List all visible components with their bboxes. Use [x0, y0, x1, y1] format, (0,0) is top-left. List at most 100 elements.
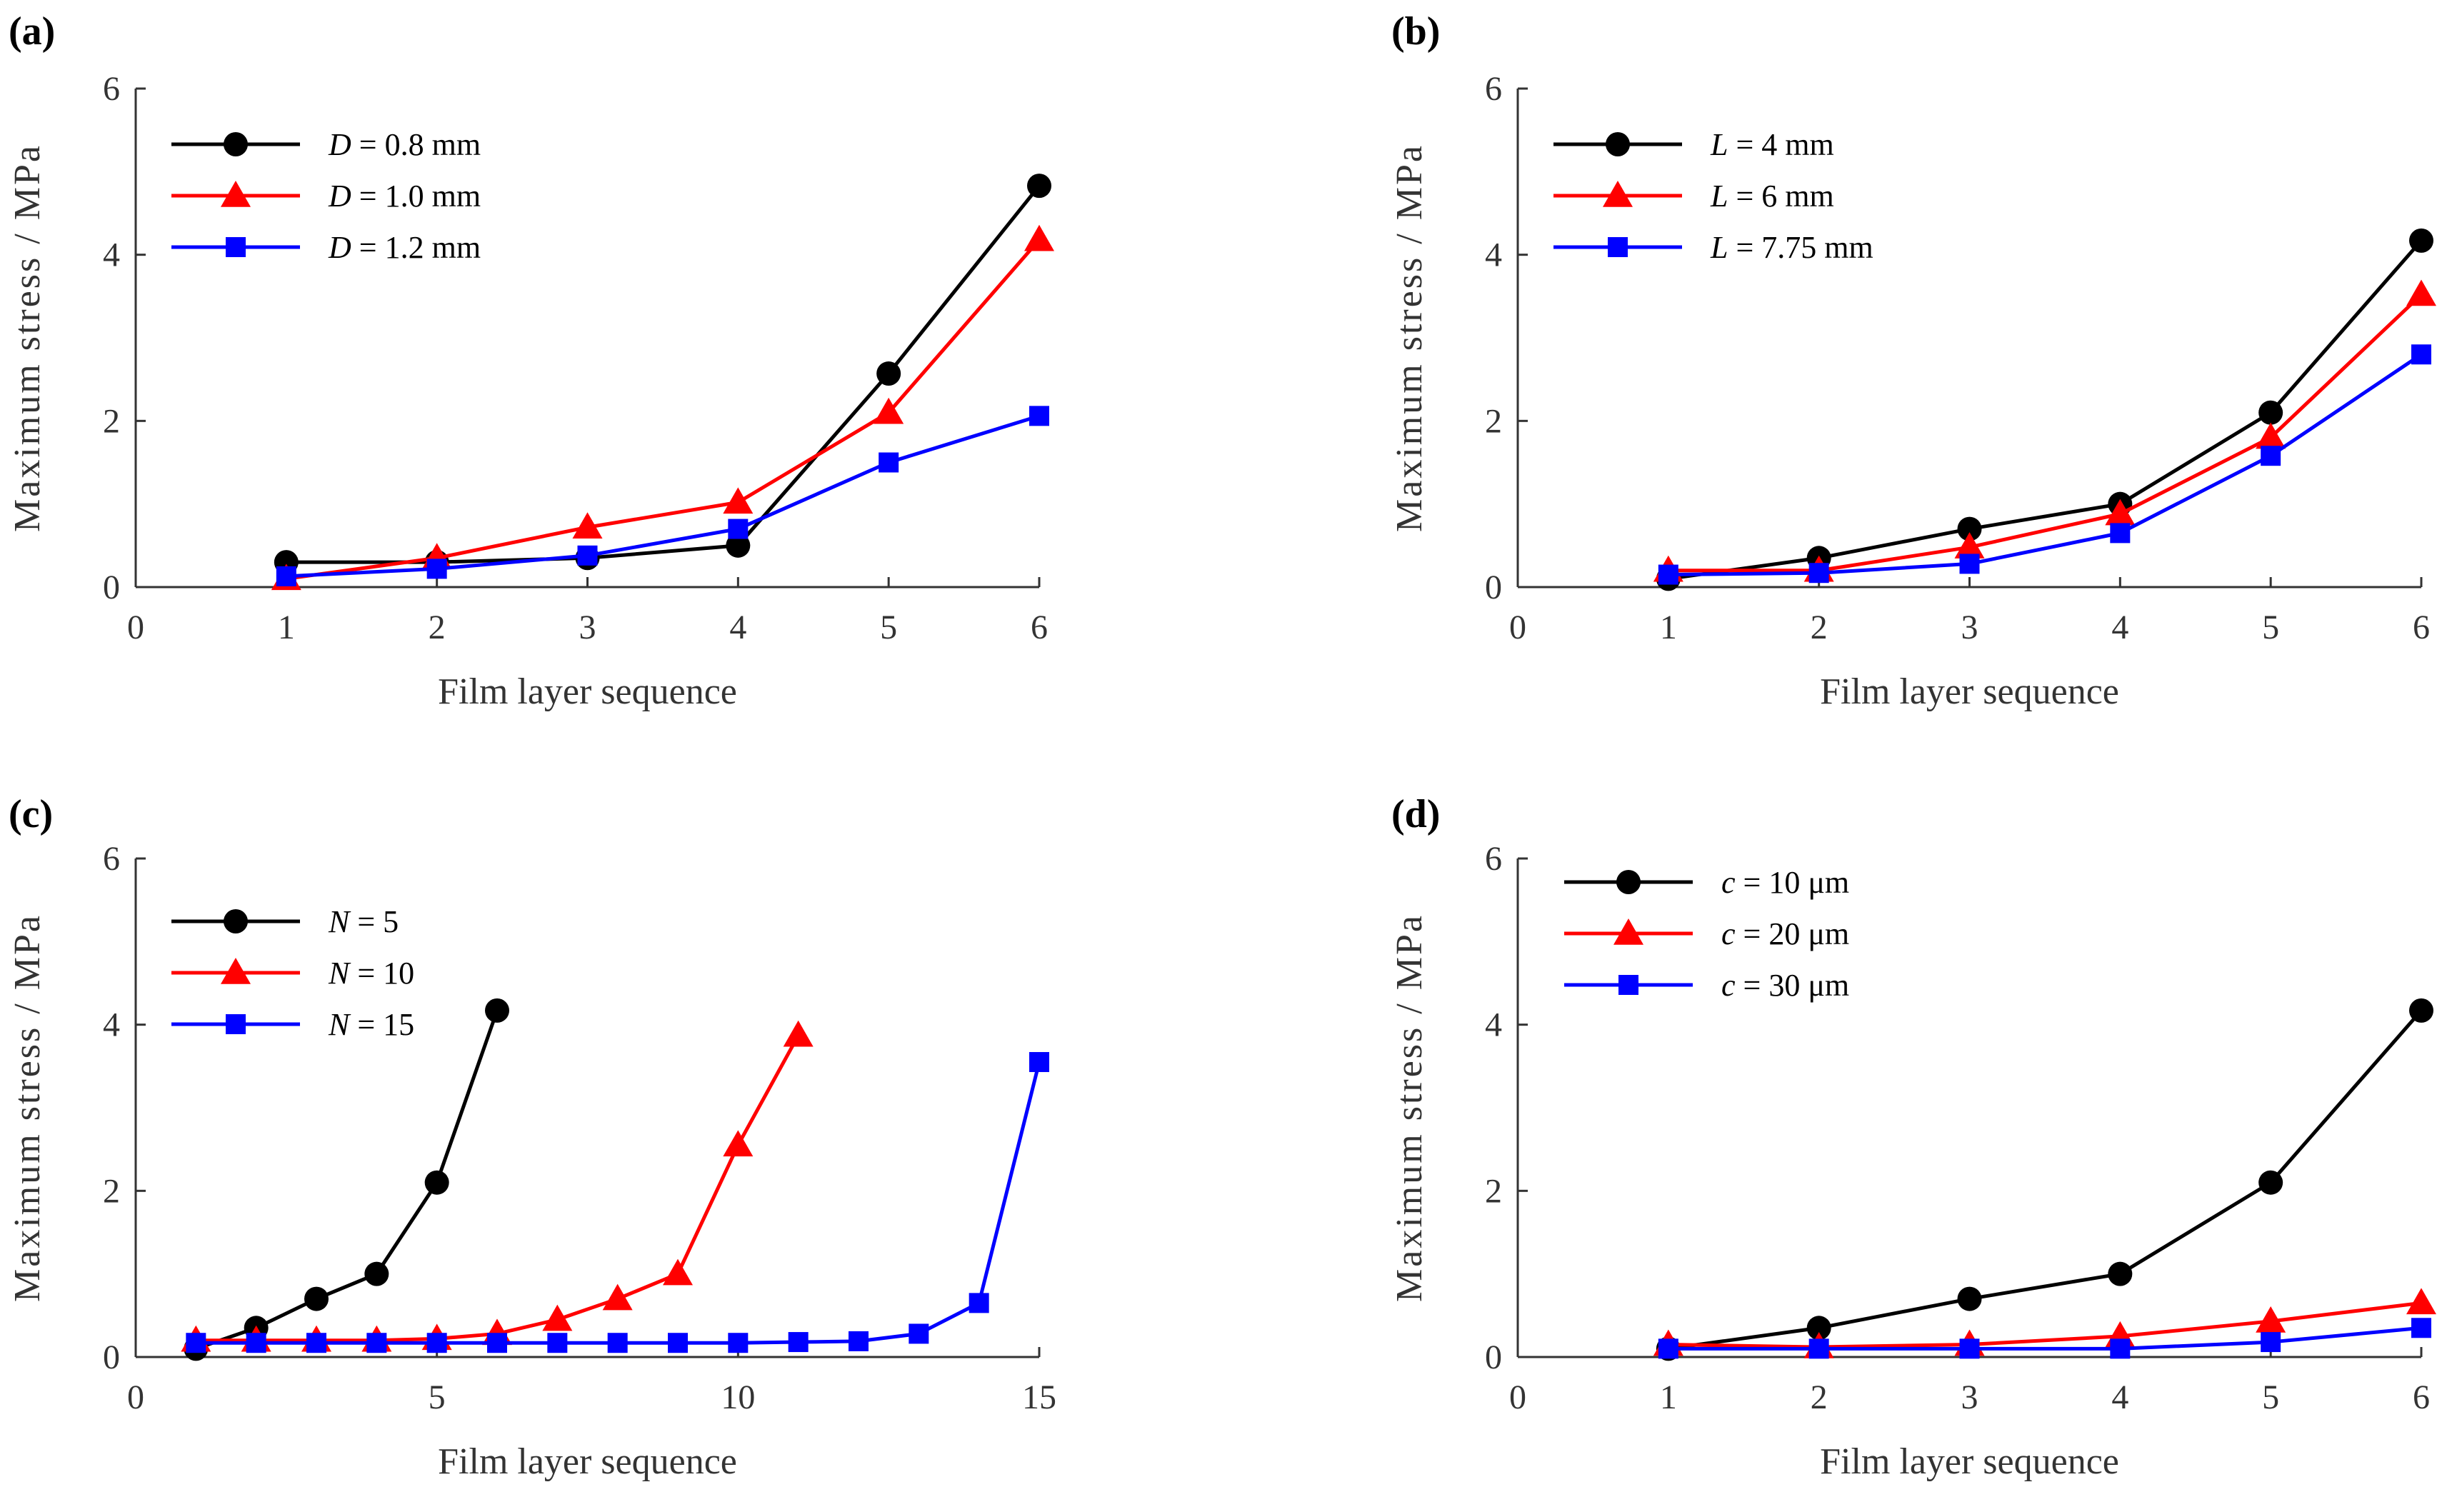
data-point: [1808, 563, 1829, 584]
legend-label: c = 20 μm: [1721, 916, 1849, 951]
x-tick-label: 0: [1509, 1378, 1526, 1416]
y-axis-label: Maximum stress / MPa: [7, 144, 48, 532]
data-point: [577, 545, 598, 566]
legend: D = 0.8 mm D = 1.0 mm D = 1.2 mm: [171, 127, 481, 265]
y-axis-label: Maximum stress / MPa: [7, 913, 48, 1302]
data-point: [1029, 406, 1049, 426]
data-point: [783, 1020, 814, 1047]
data-point: [602, 1283, 633, 1311]
legend: L = 4 mm L = 6 mm L = 7.75 mm: [1553, 127, 1873, 265]
data-point: [728, 1333, 749, 1353]
y-tick-label: 6: [103, 70, 120, 108]
legend-marker: [221, 181, 251, 207]
data-point: [726, 533, 751, 558]
y-tick-label: 4: [103, 1006, 120, 1044]
legend-label: c = 10 μm: [1721, 865, 1849, 900]
x-tick-label: 3: [1961, 609, 1978, 646]
y-tick-label: 6: [1485, 70, 1502, 108]
data-point: [1029, 1052, 1049, 1073]
x-tick-label: 0: [1509, 609, 1526, 646]
legend-marker: [1616, 870, 1641, 894]
data-point: [728, 519, 749, 539]
legend-label: D = 0.8 mm: [328, 127, 481, 162]
x-axis-label: Film layer sequence: [438, 671, 737, 712]
data-point: [668, 1333, 688, 1353]
legend-label: c = 30 μm: [1721, 968, 1849, 1003]
legend-label: N = 5: [328, 904, 399, 939]
data-point: [2110, 523, 2131, 544]
data-point: [723, 487, 754, 514]
data-point: [1658, 564, 1678, 585]
panel-label: (a): [9, 9, 55, 54]
x-tick-label: 4: [2111, 1378, 2128, 1416]
x-tick-label: 1: [1660, 1378, 1677, 1416]
series-line: [1668, 1009, 2423, 1351]
data-point: [723, 1130, 754, 1157]
legend-label: L = 4 mm: [1710, 127, 1834, 162]
series-1: [1656, 998, 2433, 1361]
panel-label: (b): [1391, 9, 1440, 54]
y-tick-label: 2: [1485, 1172, 1502, 1210]
data-point: [1959, 554, 1980, 574]
data-point: [2411, 344, 2431, 365]
x-axis-label: Film layer sequence: [438, 1441, 737, 1482]
data-point: [663, 1258, 693, 1286]
data-point: [909, 1323, 929, 1344]
series-2: [181, 1020, 814, 1352]
series-3: [1658, 344, 2431, 585]
legend-marker: [224, 132, 248, 156]
data-point: [2258, 400, 2283, 425]
x-tick-label: 3: [579, 609, 596, 646]
legend-marker: [1613, 918, 1643, 945]
y-tick-label: 0: [103, 569, 120, 606]
y-tick-label: 2: [103, 1172, 120, 1210]
legend-label: L = 7.75 mm: [1710, 230, 1873, 265]
data-point: [542, 1304, 573, 1331]
series-line: [196, 1034, 800, 1343]
panel-label: (d): [1391, 792, 1440, 836]
y-axis-label: Maximum stress / MPa: [1389, 144, 1430, 532]
data-point: [572, 512, 603, 539]
series-line: [1668, 239, 2423, 581]
series-line: [286, 414, 1040, 579]
data-point: [2409, 228, 2433, 253]
series-2: [271, 224, 1054, 591]
x-tick-label: 4: [729, 609, 746, 646]
legend-label: L = 6 mm: [1710, 179, 1834, 214]
data-point: [304, 1286, 329, 1311]
y-axis-label: Maximum stress / MPa: [1389, 913, 1430, 1302]
series-line: [1668, 293, 2423, 573]
y-tick-label: 0: [1485, 569, 1502, 606]
data-point: [306, 1333, 326, 1353]
chart-panel-2: (b) 0 1 2 3 4 5 6 0 2 4 6 Film layer sequence Maximum…: [1389, 9, 2436, 712]
data-point: [364, 1261, 389, 1286]
panel-label: (c): [9, 792, 53, 836]
data-point: [2411, 1318, 2431, 1338]
data-point: [426, 1333, 447, 1353]
x-axis-label: Film layer sequence: [1820, 1441, 2119, 1482]
x-tick-label: 2: [429, 609, 446, 646]
data-point: [487, 1333, 507, 1353]
x-tick-label: 6: [1031, 609, 1048, 646]
data-point: [424, 1170, 449, 1195]
y-tick-label: 4: [103, 236, 120, 274]
x-tick-label: 4: [2111, 609, 2128, 646]
data-point: [2108, 1261, 2133, 1286]
x-tick-label: 6: [2413, 609, 2430, 646]
series-line: [1668, 353, 2423, 577]
x-tick-label: 0: [127, 1378, 144, 1416]
data-point: [1954, 532, 1985, 559]
legend-marker: [1618, 975, 1638, 995]
series-1: [1656, 228, 2433, 591]
data-point: [366, 1333, 387, 1353]
x-tick-label: 2: [1811, 1378, 1828, 1416]
x-tick-label: 5: [2262, 1378, 2279, 1416]
data-point: [246, 1333, 266, 1353]
series-line: [1668, 1301, 2422, 1349]
chart-panel-3: (c) 0 5 10 15 0 2 4 6 Film layer sequence Maximum …: [7, 792, 1056, 1482]
data-point: [849, 1331, 869, 1351]
x-tick-label: 1: [278, 609, 295, 646]
legend-label: N = 15: [328, 1007, 414, 1042]
data-point: [1658, 1338, 1678, 1359]
